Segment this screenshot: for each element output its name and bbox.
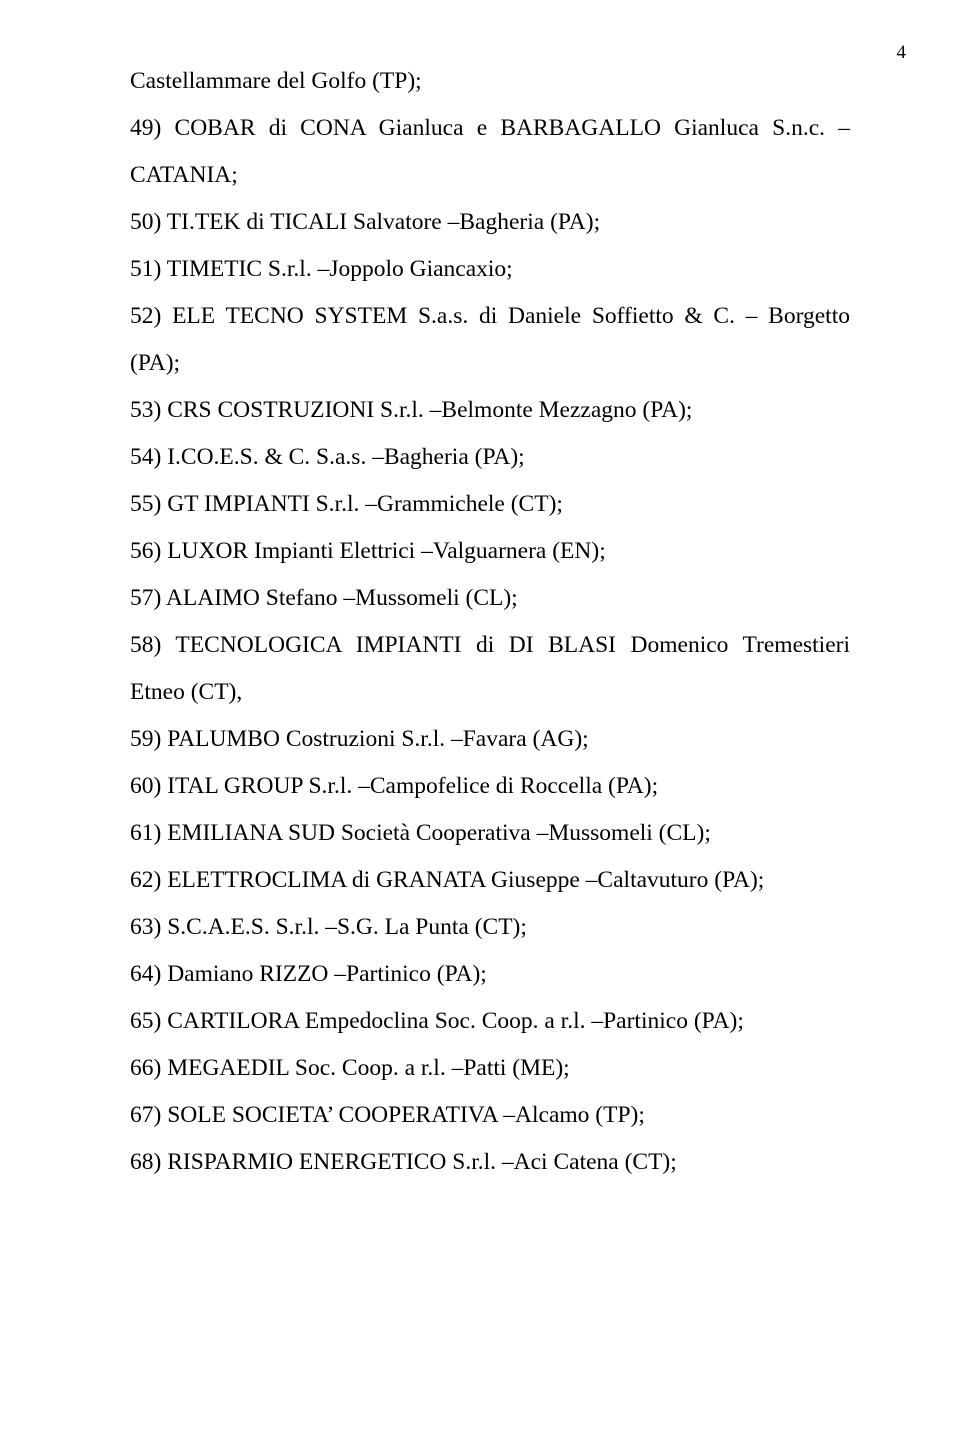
list-item: 62) ELETTROCLIMA di GRANATA Giuseppe –Ca… xyxy=(130,857,850,904)
list-item: 52) ELE TECNO SYSTEM S.a.s. di Daniele S… xyxy=(130,293,850,387)
list-item: 49) COBAR di CONA Gianluca e BARBAGALLO … xyxy=(130,105,850,199)
list-item: 60) ITAL GROUP S.r.l. –Campofelice di Ro… xyxy=(130,763,850,810)
page-number: 4 xyxy=(897,42,907,64)
list-item: 50) TI.TEK di TICALI Salvatore –Bagheria… xyxy=(130,199,850,246)
list-item: 59) PALUMBO Costruzioni S.r.l. –Favara (… xyxy=(130,716,850,763)
list-item: 68) RISPARMIO ENERGETICO S.r.l. –Aci Cat… xyxy=(130,1139,850,1186)
list-item: 51) TIMETIC S.r.l. –Joppolo Giancaxio; xyxy=(130,246,850,293)
list-item: 61) EMILIANA SUD Società Cooperativa –Mu… xyxy=(130,810,850,857)
document-body: Castellammare del Golfo (TP);49) COBAR d… xyxy=(130,58,850,1186)
list-item: 66) MEGAEDIL Soc. Coop. a r.l. –Patti (M… xyxy=(130,1045,850,1092)
list-item: 57) ALAIMO Stefano –Mussomeli (CL); xyxy=(130,575,850,622)
list-item: 67) SOLE SOCIETA’ COOPERATIVA –Alcamo (T… xyxy=(130,1092,850,1139)
list-item: 54) I.CO.E.S. & C. S.a.s. –Bagheria (PA)… xyxy=(130,434,850,481)
list-item: 55) GT IMPIANTI S.r.l. –Grammichele (CT)… xyxy=(130,481,850,528)
list-item: Castellammare del Golfo (TP); xyxy=(130,58,850,105)
document-page: 4 Castellammare del Golfo (TP);49) COBAR… xyxy=(0,0,960,1446)
list-item: 64) Damiano RIZZO –Partinico (PA); xyxy=(130,951,850,998)
list-item: 65) CARTILORA Empedoclina Soc. Coop. a r… xyxy=(130,998,850,1045)
list-item: 53) CRS COSTRUZIONI S.r.l. –Belmonte Mez… xyxy=(130,387,850,434)
list-item: 63) S.C.A.E.S. S.r.l. –S.G. La Punta (CT… xyxy=(130,904,850,951)
list-item: 56) LUXOR Impianti Elettrici –Valguarner… xyxy=(130,528,850,575)
list-item: 58) TECNOLOGICA IMPIANTI di DI BLASI Dom… xyxy=(130,622,850,716)
